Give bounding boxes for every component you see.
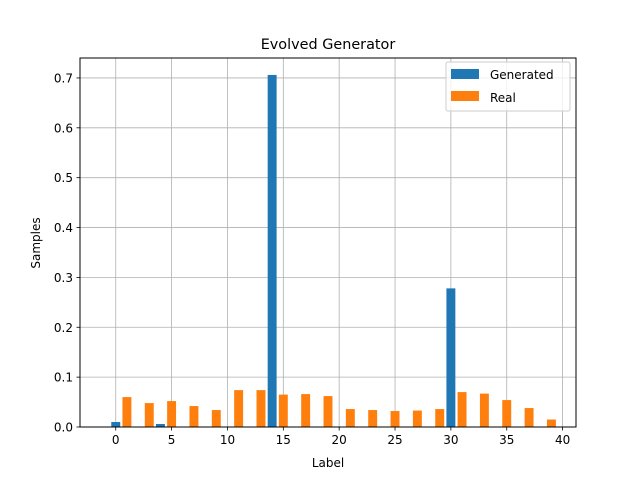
bar-real	[167, 401, 177, 427]
bar-real	[211, 410, 221, 427]
bar-real	[457, 392, 467, 427]
x-tick-label: 20	[332, 433, 347, 447]
legend-label-real: Real	[490, 91, 516, 105]
bar-real	[234, 390, 244, 427]
x-tick-label: 25	[387, 433, 402, 447]
legend: Generated Real	[445, 61, 571, 112]
bar-real	[546, 419, 556, 427]
bar-real	[345, 409, 355, 427]
bar-real	[368, 410, 378, 427]
bar-real	[144, 403, 154, 427]
x-tick-label: 0	[112, 433, 120, 447]
x-ticks: 0 5 10 15 20 25 30 35 40	[112, 427, 570, 447]
bar-generated	[111, 422, 121, 427]
x-tick-label: 35	[499, 433, 514, 447]
bar-real	[412, 410, 422, 427]
y-tick-label: 0.3	[54, 271, 73, 285]
bar-generated	[155, 424, 165, 427]
legend-swatch-generated	[451, 69, 479, 79]
y-tick-label: 0.5	[54, 171, 73, 185]
bar-real	[524, 408, 534, 427]
legend-label-generated: Generated	[490, 68, 554, 82]
y-axis-label: Samples	[29, 217, 43, 268]
bar-real	[122, 397, 132, 427]
y-tick-label: 0.1	[54, 371, 73, 385]
bars	[111, 74, 556, 428]
bar-real	[323, 396, 333, 427]
y-ticks: 0.0 0.1 0.2 0.3 0.4 0.5 0.6 0.7	[54, 71, 80, 435]
y-tick-label: 0.6	[54, 121, 73, 135]
x-tick-label: 5	[168, 433, 176, 447]
bar-real	[189, 406, 199, 427]
y-tick-label: 0.2	[54, 321, 73, 335]
x-tick-label: 40	[555, 433, 570, 447]
plot-frame	[79, 57, 577, 428]
y-tick-label: 0.4	[54, 221, 73, 235]
bar-real	[435, 409, 445, 427]
bar-real	[278, 394, 288, 427]
y-tick-label: 0.7	[54, 71, 73, 85]
x-axis-label: Label	[312, 456, 344, 470]
bar-real	[502, 400, 512, 427]
legend-swatch-real	[451, 91, 479, 101]
bar-generated	[446, 288, 456, 427]
x-tick-label: 15	[276, 433, 291, 447]
bar-generated	[267, 74, 277, 428]
x-tick-label: 30	[443, 433, 458, 447]
bar-real	[390, 411, 400, 427]
x-tick-label: 10	[220, 433, 235, 447]
bar-real	[256, 390, 266, 427]
bar-real	[301, 394, 311, 427]
bar-real	[479, 393, 489, 427]
chart-title: Evolved Generator	[261, 37, 396, 53]
y-tick-label: 0.0	[54, 421, 73, 435]
